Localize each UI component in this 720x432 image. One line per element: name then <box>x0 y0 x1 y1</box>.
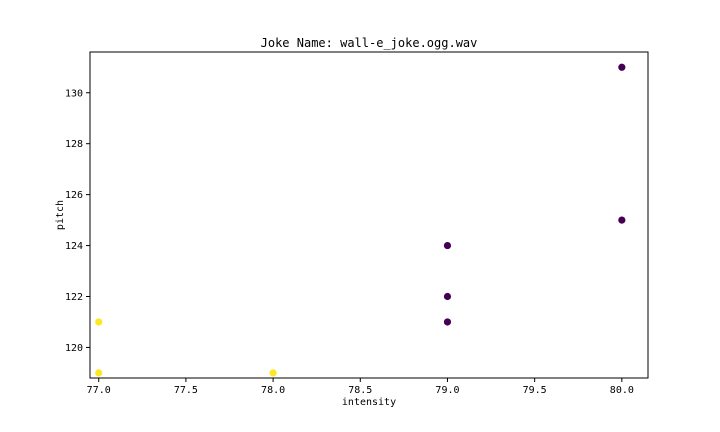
scatter-point <box>618 63 626 71</box>
y-axis-label: pitch <box>55 200 66 230</box>
x-tick-label: 78.5 <box>348 385 372 396</box>
x-tick-label: 77.5 <box>174 385 198 396</box>
plot-area: 77.0 77.5 78.0 78.5 79.0 79.5 80.0 120 122 124 126… <box>65 63 634 396</box>
y-tick-label: 126 <box>65 190 83 201</box>
chart-title: Joke Name: wall-e_joke.ogg.wav <box>261 36 478 50</box>
scatter-point <box>618 216 626 224</box>
x-axis-label: intensity <box>342 397 396 408</box>
scatter-point <box>443 292 452 301</box>
scatter-point <box>95 318 103 326</box>
y-tick-label: 124 <box>65 241 83 252</box>
scatter-point <box>443 241 452 250</box>
y-tick-label: 120 <box>65 343 83 354</box>
x-tick-label: 77.0 <box>87 385 111 396</box>
x-tick-label: 79.5 <box>523 385 547 396</box>
y-tick-label: 130 <box>65 88 83 99</box>
x-tick-label: 78.0 <box>261 385 285 396</box>
scatter-point <box>269 369 277 377</box>
axes-frame <box>89 51 649 379</box>
scatter-point <box>443 318 452 326</box>
y-tick-label: 122 <box>65 292 83 303</box>
x-tick-label: 80.0 <box>610 385 634 396</box>
y-tick-label: 128 <box>65 139 83 150</box>
x-tick-label: 79.0 <box>435 385 459 396</box>
scatter-point <box>95 369 103 377</box>
